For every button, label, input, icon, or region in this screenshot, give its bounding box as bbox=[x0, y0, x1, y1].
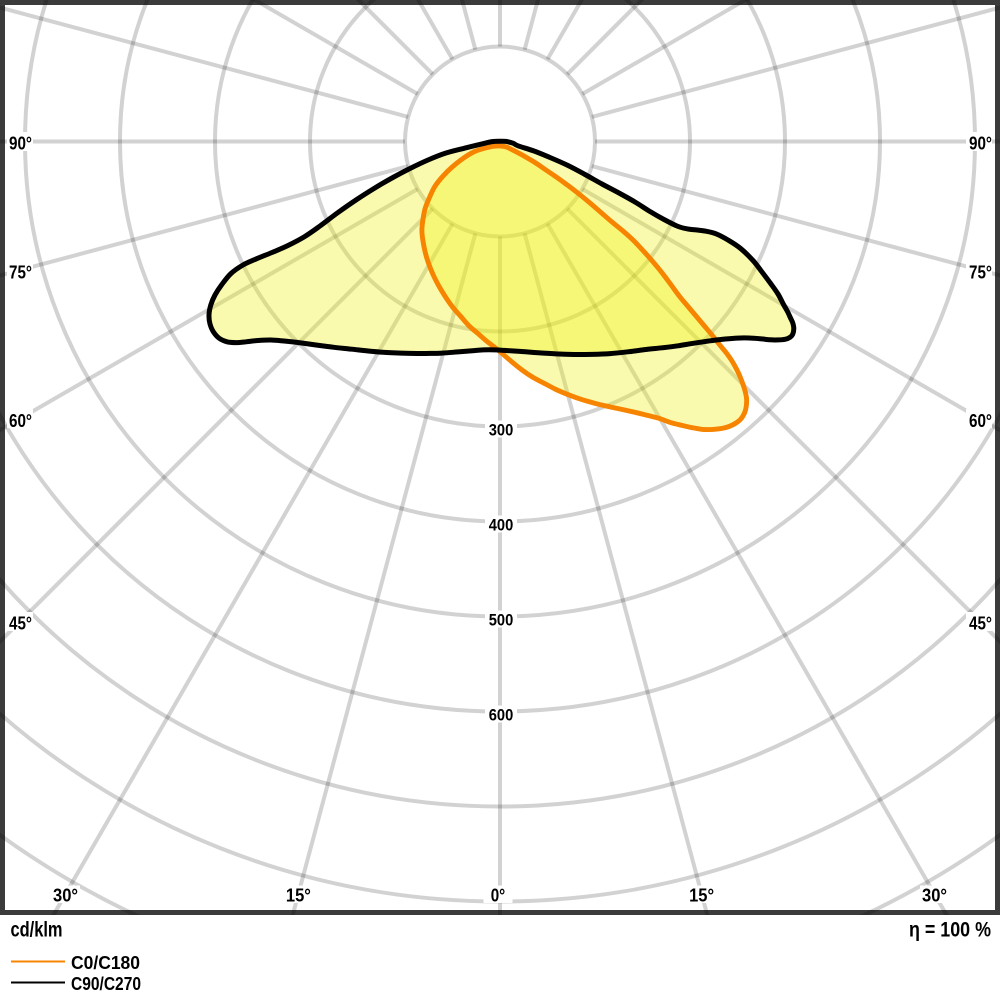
svg-text:300: 300 bbox=[489, 422, 514, 440]
svg-text:90°: 90° bbox=[969, 134, 992, 154]
svg-text:45°: 45° bbox=[9, 614, 32, 634]
svg-text:500: 500 bbox=[489, 612, 514, 630]
svg-text:600: 600 bbox=[489, 707, 514, 725]
svg-text:400: 400 bbox=[489, 517, 514, 535]
svg-text:cd/klm: cd/klm bbox=[11, 919, 63, 942]
svg-text:60°: 60° bbox=[9, 411, 32, 431]
svg-text:75°: 75° bbox=[9, 262, 32, 282]
svg-text:C0/C180: C0/C180 bbox=[71, 953, 140, 973]
svg-text:0°: 0° bbox=[491, 886, 506, 906]
svg-text:30°: 30° bbox=[53, 886, 78, 906]
svg-text:30°: 30° bbox=[922, 886, 947, 906]
svg-text:90°: 90° bbox=[9, 134, 32, 154]
svg-text:60°: 60° bbox=[969, 411, 992, 431]
svg-text:η = 100 %: η = 100 % bbox=[909, 919, 991, 942]
svg-text:C90/C270: C90/C270 bbox=[71, 974, 141, 994]
svg-text:75°: 75° bbox=[969, 262, 992, 282]
svg-text:15°: 15° bbox=[286, 886, 311, 906]
svg-text:45°: 45° bbox=[969, 614, 992, 634]
svg-text:15°: 15° bbox=[689, 886, 714, 906]
